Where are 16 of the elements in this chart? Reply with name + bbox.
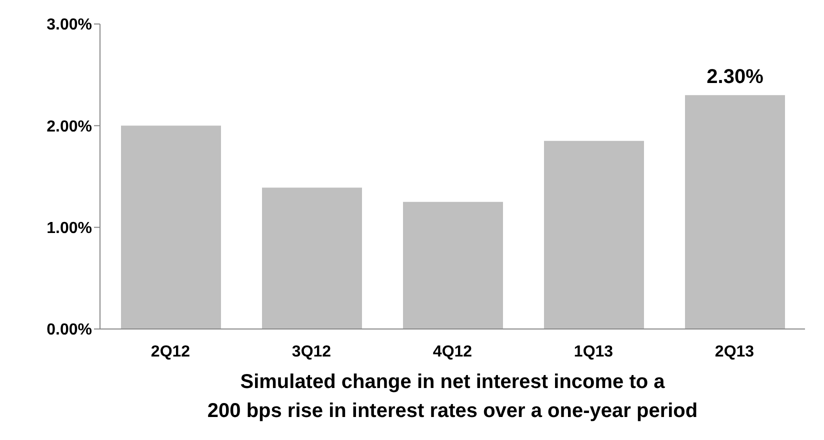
x-tick-label: 3Q12	[292, 343, 332, 360]
y-tick-label: 0.00%	[46, 322, 92, 339]
bar	[544, 140, 644, 329]
y-tick-label: 1.00%	[46, 220, 92, 238]
bar	[121, 126, 221, 329]
x-axis-title: Simulated change in net interest income to a 200 bps rise in interest rates over a one-year period	[206, 370, 699, 424]
x-tick-label: 4Q12	[432, 343, 472, 360]
y-tick-label: 3.00%	[46, 16, 92, 34]
y-tick-label: 2.00%	[46, 118, 92, 136]
bar	[403, 202, 503, 329]
bar	[262, 188, 362, 329]
x-tick-label: 1Q13	[574, 343, 614, 360]
data-label: 2.30%	[706, 66, 764, 88]
x-tick-label: 2Q13	[714, 343, 754, 360]
bar	[685, 95, 785, 329]
x-tick-label: 2Q12	[150, 343, 190, 360]
